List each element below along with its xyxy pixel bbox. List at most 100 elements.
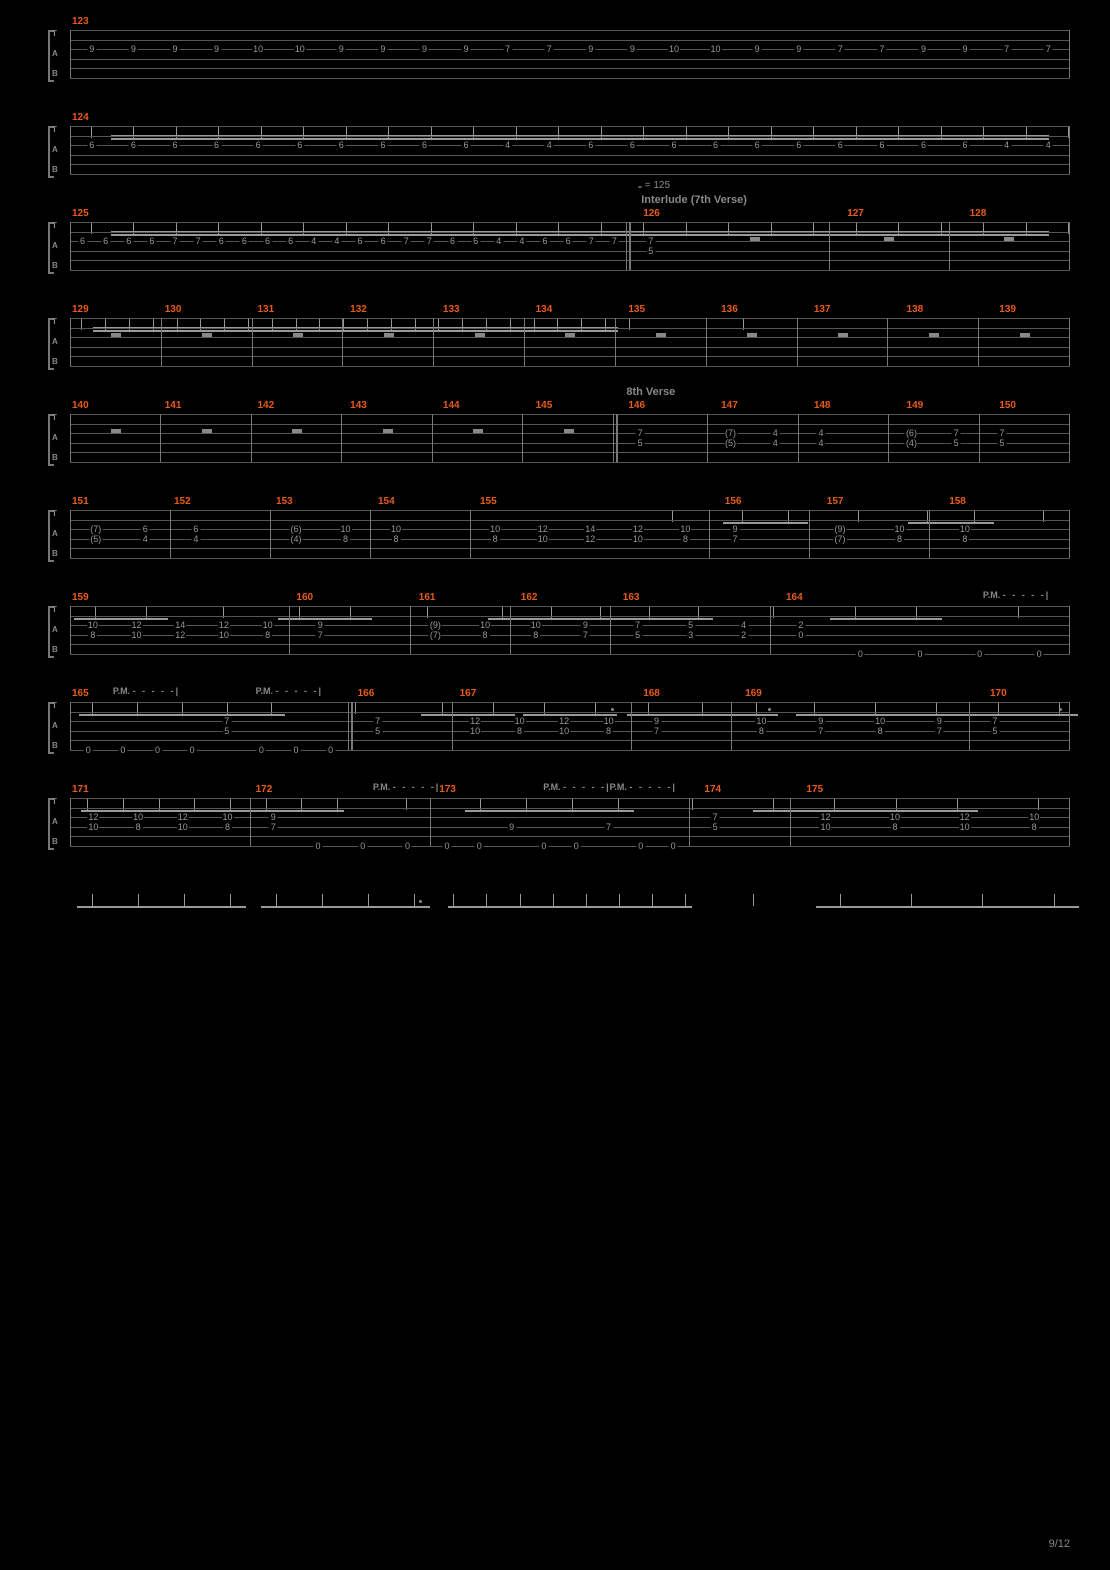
- bar-161: (9)(7)108: [411, 606, 510, 654]
- bar-134: [525, 318, 615, 366]
- bar-175: 12101081210108: [791, 798, 1069, 846]
- bar-135: [616, 318, 706, 366]
- bar-151: (7)(5)64: [71, 510, 170, 558]
- bar-173: 00900700: [431, 798, 689, 846]
- rest: [1020, 333, 1030, 337]
- bar-124: 666666666644666666666644: [71, 126, 1069, 174]
- bar-160: 97: [290, 606, 409, 654]
- rest: [473, 429, 483, 433]
- rest: [838, 333, 848, 337]
- bar-142: [252, 414, 341, 462]
- bar-159: 108121014121210108: [71, 606, 289, 654]
- bar-number: 124: [72, 112, 89, 123]
- bar-number: 173: [439, 784, 456, 795]
- bar-number: 161: [419, 592, 436, 603]
- bar-number: 171: [72, 784, 89, 795]
- bar-number: 147: [721, 400, 738, 411]
- systems-container: TAB1239999101099997799101099779977 TAB124…: [30, 30, 1080, 866]
- bar-number: 143: [350, 400, 367, 411]
- rest: [383, 429, 393, 433]
- bar-number: 169: [745, 688, 762, 699]
- rest: [202, 429, 212, 433]
- rest: [929, 333, 939, 337]
- bar-number: 172: [256, 784, 273, 795]
- bar-153: (6)(4)108: [271, 510, 370, 558]
- section-label: Interlude (7th Verse): [641, 194, 747, 206]
- bar-number: 131: [257, 304, 274, 315]
- system-sys1: TAB1239999101099997799101099779977: [30, 30, 1080, 98]
- bar-number: 123: [72, 16, 89, 27]
- bar-number: 144: [443, 400, 460, 411]
- bar-149: (6)(4)75: [889, 414, 978, 462]
- bar-133: [434, 318, 524, 366]
- bar-146: 75: [618, 414, 707, 462]
- bar-number: 140: [72, 400, 89, 411]
- bar-172: 97000: [251, 798, 430, 846]
- bar-168: 97: [632, 702, 731, 750]
- bar-number: 149: [907, 400, 924, 411]
- bar-number: 148: [814, 400, 831, 411]
- palm-mute-marking: P.M. - - - - -|: [373, 782, 440, 792]
- bar-number: 128: [970, 208, 987, 219]
- bar-number: 152: [174, 496, 191, 507]
- bar-number: 137: [814, 304, 831, 315]
- bar-number: 133: [443, 304, 460, 315]
- system-sys2: TAB124666666666644666666666644: [30, 126, 1080, 194]
- bar-157: (9)(7)108: [810, 510, 929, 558]
- bar-number: 151: [72, 496, 89, 507]
- bar-127: [830, 222, 949, 270]
- bar-number: 150: [999, 400, 1016, 411]
- bar-125: 666677666644667766446677: [71, 222, 626, 270]
- bar-number: 157: [827, 496, 844, 507]
- bar-number: 168: [643, 688, 660, 699]
- bar-number: 166: [358, 688, 375, 699]
- bar-number: 153: [276, 496, 293, 507]
- bar-number: 170: [990, 688, 1007, 699]
- bar-166: 75: [353, 702, 452, 750]
- bar-141: [161, 414, 250, 462]
- bar-number: 164: [786, 592, 803, 603]
- bar-number: 145: [536, 400, 553, 411]
- rest: [384, 333, 394, 337]
- bar-137: [798, 318, 888, 366]
- bar-167: 12101081210108: [453, 702, 631, 750]
- bar-169: 1089710897: [732, 702, 969, 750]
- bar-number: 174: [704, 784, 721, 795]
- rest: [565, 333, 575, 337]
- rest: [656, 333, 666, 337]
- bar-150: 75: [980, 414, 1069, 462]
- bar-131: [253, 318, 343, 366]
- bar-number: 158: [949, 496, 966, 507]
- bar-number: 160: [296, 592, 313, 603]
- rest: [1004, 237, 1014, 241]
- bar-number: 165: [72, 688, 89, 699]
- system-sys7: TAB159160161162163164P.M. - - - - -|1081…: [30, 606, 1080, 674]
- bar-number: 125: [72, 208, 89, 219]
- rest: [564, 429, 574, 433]
- bar-number: 126: [643, 208, 660, 219]
- bar-number: 156: [725, 496, 742, 507]
- bar-147: (7)(5)44: [708, 414, 797, 462]
- bar-145: [523, 414, 612, 462]
- section-label: 8th Verse: [626, 386, 675, 398]
- palm-mute-marking: P.M. - - - - -|: [983, 590, 1050, 600]
- bar-number: 132: [350, 304, 367, 315]
- tab-page: TAB1239999101099997799101099779977 TAB124…: [0, 0, 1110, 1570]
- bar-number: 141: [165, 400, 182, 411]
- bar-129: [71, 318, 161, 366]
- bar-number: 134: [536, 304, 553, 315]
- bar-number: 175: [806, 784, 823, 795]
- bar-170: 75: [970, 702, 1069, 750]
- system-sys9: TAB171172173174175P.M. - - - - -|P.M. - …: [30, 798, 1080, 866]
- bar-number: 167: [460, 688, 477, 699]
- rest: [202, 333, 212, 337]
- bar-138: [888, 318, 978, 366]
- page-number: 9/12: [1049, 1538, 1070, 1550]
- system-sys3: 𝅝 = 125TAB125126127128Interlude (7th Ver…: [30, 222, 1080, 290]
- rest: [111, 333, 121, 337]
- bar-144: [433, 414, 522, 462]
- system-sys4: TAB129130131132133134135136137138139: [30, 318, 1080, 386]
- bar-number: 138: [907, 304, 924, 315]
- bar-171: 12101081210108: [71, 798, 250, 846]
- rest: [292, 429, 302, 433]
